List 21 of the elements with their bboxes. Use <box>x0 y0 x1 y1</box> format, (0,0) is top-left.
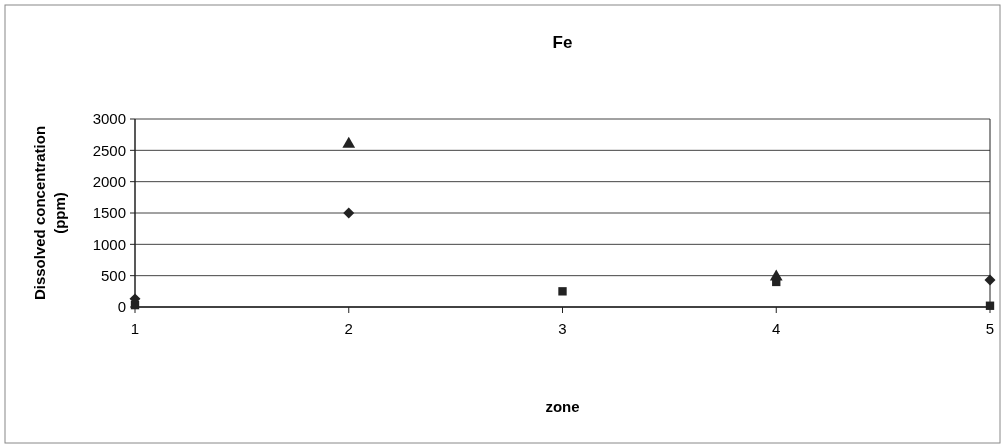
x-axis-title: zone <box>545 398 580 415</box>
x-tick-label: 4 <box>772 320 781 337</box>
y-tick-label: 0 <box>117 298 126 316</box>
y-tick-label: 1000 <box>92 235 126 253</box>
y-tick-label: 3000 <box>92 110 126 128</box>
x-tick-label: 3 <box>558 320 567 337</box>
y-tick-label: 2500 <box>92 141 126 159</box>
y-tick-label: 1500 <box>92 204 126 222</box>
x-tick-label: 2 <box>344 320 353 337</box>
y-axis-title: Dissolved concentration (ppm) <box>31 125 68 301</box>
x-tick-label: 1 <box>130 320 140 337</box>
y-tick-label: 2000 <box>92 172 126 190</box>
point <box>558 287 567 296</box>
point <box>985 301 995 310</box>
point <box>984 274 996 286</box>
x-tick-label: 5 <box>985 320 995 337</box>
point <box>343 207 355 219</box>
chart-title: Fe <box>552 33 573 52</box>
point <box>769 269 783 281</box>
y-tick-label: 500 <box>100 266 126 284</box>
point <box>342 136 356 148</box>
